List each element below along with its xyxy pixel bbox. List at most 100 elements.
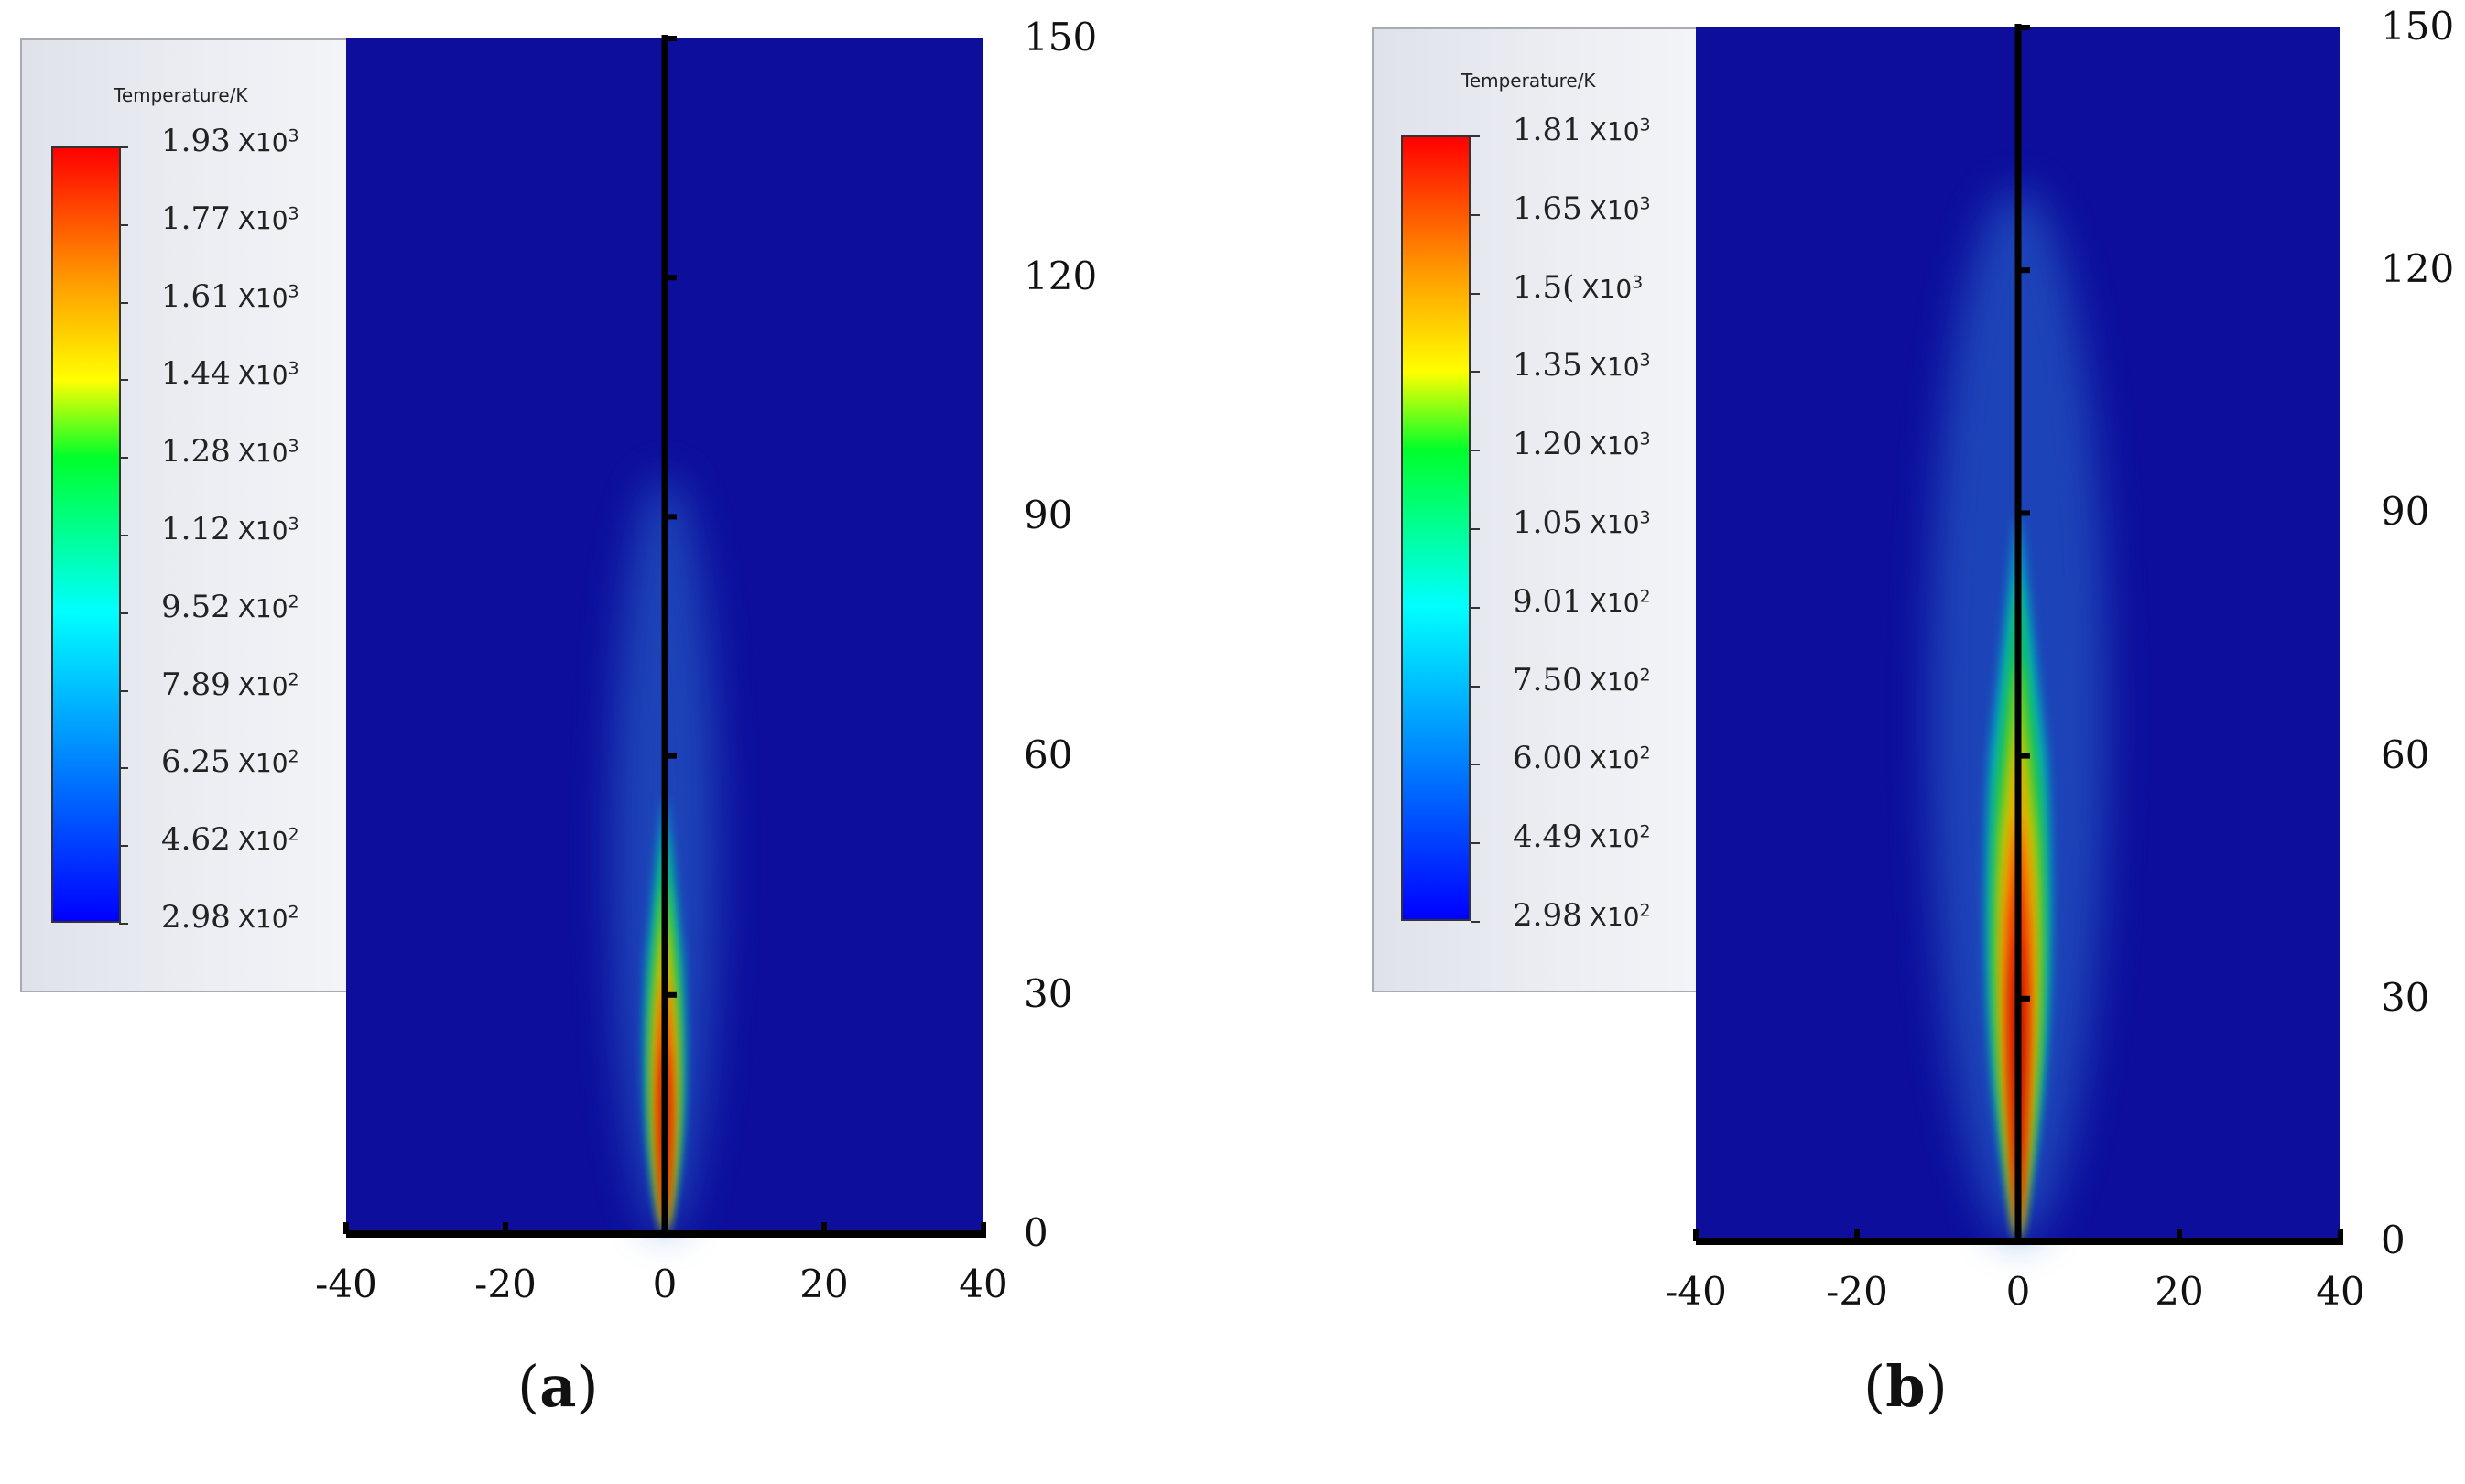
- colorbar-level-exponent: X102: [1589, 665, 1651, 697]
- colorbar-level-value: 1.28: [161, 433, 231, 471]
- colorbar-level-label: 1.35 X103: [1513, 347, 1651, 384]
- x-tick-label: 0: [2005, 1269, 2031, 1314]
- colorbar-tick: [1471, 528, 1480, 530]
- y-tick-label: 120: [1024, 254, 1098, 299]
- colorbar-level-exponent: X103: [237, 125, 299, 157]
- y-tick-label: 150: [2381, 4, 2455, 49]
- x-tick-label: -40: [315, 1262, 377, 1306]
- colorbar-level-value: 4.49: [1513, 818, 1582, 856]
- colorbar-level-value: 4.62: [161, 821, 231, 859]
- colorbar-level-value: 7.50: [1513, 661, 1582, 699]
- y-tick-label: 0: [1024, 1210, 1048, 1255]
- colorbar-level-value: 7.89: [161, 666, 231, 703]
- colorbar-level-value: 6.00: [1513, 740, 1582, 777]
- colorbar-tick: [119, 146, 128, 148]
- colorbar-tick: [119, 612, 128, 614]
- colorbar-level-exponent: X103: [1589, 507, 1651, 539]
- colorbar-tick: [119, 535, 128, 536]
- colorbar-level-label: 1.93 X103: [161, 123, 299, 159]
- x-tick-label: 40: [2316, 1269, 2365, 1314]
- colorbar-tick: [119, 845, 128, 848]
- colorbar-level-exponent: X103: [1589, 351, 1651, 383]
- colorbar-level-exponent: X102: [237, 902, 299, 934]
- colorbar-tick: [119, 923, 128, 925]
- colorbar-level-exponent: X102: [237, 669, 299, 701]
- colorbar-level-exponent: X102: [1589, 743, 1651, 775]
- y-tick-label: 90: [2381, 489, 2430, 535]
- colorbar-tick: [119, 379, 128, 382]
- colorbar-level-value: 2.98: [1513, 897, 1582, 934]
- colorbar-level-exponent: X103: [237, 203, 299, 235]
- colorbar-tick: [1471, 371, 1480, 374]
- colorbar-level-value: 1.81: [1513, 112, 1582, 148]
- colorbar-level-exponent: X103: [1589, 428, 1651, 461]
- heatmap-plot-b: [1693, 24, 2343, 1245]
- colorbar-level-label: 6.25 X102: [161, 743, 299, 780]
- colorbar-level-value: 1.61: [161, 277, 231, 315]
- colorbar-level-exponent: X102: [1589, 900, 1651, 932]
- colorbar-level-label: 2.98 X102: [161, 899, 299, 936]
- colorbar-level-label: 1.12 X103: [161, 511, 299, 547]
- x-tick-label: 20: [799, 1262, 849, 1306]
- colorbar-title-b: Temperature/K: [1461, 70, 1596, 92]
- x-tick-label: -20: [1826, 1269, 1888, 1314]
- y-tick-label: 90: [1024, 493, 1073, 538]
- colorbar-level-exponent: X103: [237, 281, 299, 313]
- colorbar-level-exponent: X103: [1589, 114, 1651, 146]
- colorbar-gradient-a: [51, 146, 121, 923]
- colorbar-level-value: 1.20: [1513, 426, 1582, 463]
- colorbar-level-exponent: X103: [237, 359, 299, 391]
- x-tick-label: -20: [474, 1262, 537, 1306]
- colorbar-tick: [119, 301, 128, 304]
- y-tick-label: 150: [1024, 15, 1098, 60]
- colorbar-level-label: 4.49 X102: [1513, 818, 1651, 855]
- colorbar-level-value: 9.01: [1513, 582, 1582, 620]
- colorbar-level-label: 6.00 X102: [1513, 740, 1651, 776]
- panel-label-a: (a): [517, 1353, 599, 1420]
- colorbar-tick: [1471, 842, 1480, 845]
- colorbar-level-label: 9.01 X102: [1513, 583, 1651, 620]
- colorbar-tick: [1471, 135, 1480, 137]
- colorbar-level-exponent: X102: [237, 591, 299, 623]
- panel-b: Temperature/K 1.81 X103 1.65 X103 1.5(X103 1.…: [1232, 0, 2465, 1484]
- colorbar-level-label: 1.28 X103: [161, 433, 299, 470]
- colorbar-level-exponent: X103: [1589, 193, 1651, 225]
- colorbar-level-label: 9.52 X102: [161, 589, 299, 625]
- colorbar-tick: [1471, 764, 1480, 766]
- colorbar-tick: [1471, 213, 1480, 216]
- colorbar-tick: [119, 689, 128, 692]
- colorbar-level-label: 1.81 X103: [1513, 112, 1651, 148]
- y-tick-label: 30: [1024, 970, 1073, 1016]
- colorbar-level-value: 1.35: [1513, 347, 1582, 385]
- colorbar-title-a: Temperature/K: [114, 84, 248, 106]
- colorbar-level-exponent: X103: [237, 436, 299, 469]
- colorbar-level-label: 4.62 X102: [161, 821, 299, 858]
- y-tick-label: 60: [2381, 731, 2430, 777]
- colorbar-level-value: 1.12: [161, 511, 231, 547]
- y-tick-label: 0: [2381, 1218, 2405, 1262]
- colorbar-level-value: 1.05: [1513, 504, 1582, 541]
- colorbar-tick: [119, 767, 128, 770]
- colorbar-level-label: 1.61 X103: [161, 278, 299, 315]
- colorbar-level-exponent: X102: [1589, 586, 1651, 618]
- colorbar-level-exponent: X102: [237, 824, 299, 857]
- colorbar-level-exponent: X102: [237, 747, 299, 779]
- heatmap-plot-a: [343, 35, 986, 1238]
- colorbar-tick: [1471, 685, 1480, 688]
- y-tick-label: 30: [2381, 974, 2430, 1020]
- colorbar-tick: [1471, 921, 1480, 923]
- colorbar-level-value: 1.77: [161, 200, 231, 237]
- x-tick-label: -40: [1665, 1269, 1727, 1314]
- x-tick-label: 40: [959, 1262, 1008, 1306]
- colorbar-level-label: 2.98 X102: [1513, 897, 1651, 934]
- colorbar-tick: [1471, 450, 1480, 452]
- colorbar-level-value: 2.98: [161, 899, 231, 936]
- colorbar-tick: [1471, 606, 1480, 609]
- colorbar-level-label: 1.20 X103: [1513, 426, 1651, 462]
- colorbar-level-exponent: X102: [1589, 821, 1651, 854]
- colorbar-level-value: 1.65: [1513, 190, 1582, 227]
- colorbar-level-label: 7.89 X102: [161, 666, 299, 703]
- x-tick-label: 20: [2155, 1269, 2204, 1314]
- x-tick-label: 0: [652, 1262, 678, 1306]
- colorbar-level-value: 9.52: [161, 588, 231, 625]
